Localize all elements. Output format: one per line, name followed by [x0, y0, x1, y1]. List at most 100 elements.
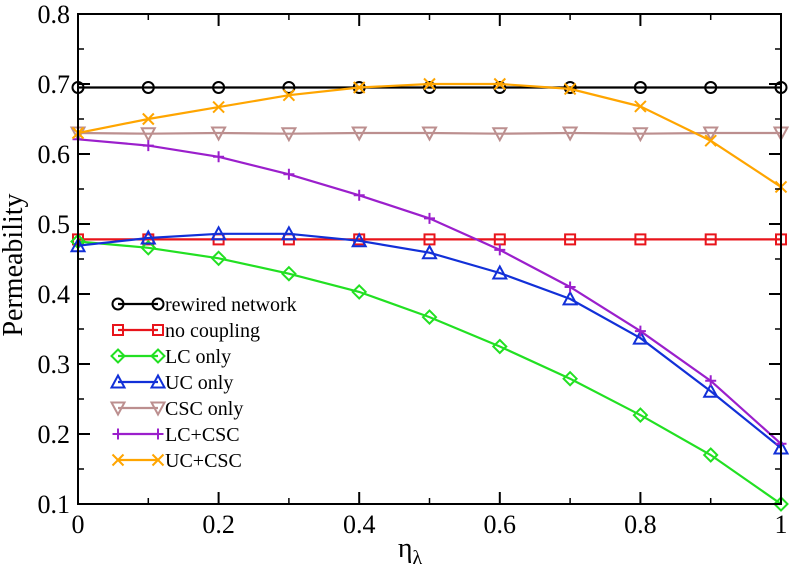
axes: 0 0.2 0.4 0.6 0.8 1 0.1 0.2 0.3 0.4 0.5 0.6 0.7 0.8	[38, 0, 788, 539]
series-layer	[69, 77, 789, 512]
data-point	[563, 82, 577, 96]
legend-item: rewired network	[111, 294, 297, 316]
data-point	[421, 309, 438, 326]
series-lc-only	[70, 233, 789, 512]
data-point	[421, 244, 438, 260]
data-point	[280, 265, 297, 282]
data-point	[493, 81, 507, 94]
data-point	[704, 233, 717, 246]
legend-marker	[112, 324, 124, 336]
data-point	[494, 244, 506, 256]
legend-label: UC+CSC	[165, 450, 242, 472]
data-point	[702, 447, 719, 463]
series-line	[77, 240, 782, 505]
data-point	[280, 127, 298, 143]
x-tick-label: 0.2	[202, 510, 235, 539]
data-point	[634, 325, 646, 337]
data-point	[213, 151, 225, 163]
y-axis-label: Permeability	[0, 193, 29, 336]
data-point	[421, 126, 438, 142]
data-point	[140, 239, 157, 256]
legend-item: LC only	[110, 346, 231, 368]
series-csc-only	[69, 126, 789, 143]
legend-item: UC+CSC	[111, 450, 242, 472]
series-line	[77, 232, 782, 449]
legend-marker	[109, 373, 127, 389]
data-point	[351, 126, 368, 142]
legend-label: no coupling	[165, 320, 260, 342]
data-point	[634, 233, 647, 246]
series-line	[77, 82, 782, 188]
data-point	[210, 126, 227, 142]
data-point	[491, 338, 508, 355]
data-point	[562, 370, 579, 387]
series-uc-csc	[71, 77, 788, 194]
legend-marker	[150, 348, 166, 364]
data-point	[424, 212, 435, 224]
data-point	[561, 126, 579, 142]
data-point	[142, 112, 155, 126]
y-tick-label: 0.2	[38, 420, 71, 449]
legend-marker	[112, 428, 124, 440]
data-point	[423, 77, 436, 91]
data-point	[423, 81, 436, 94]
data-point	[633, 81, 647, 94]
data-point	[282, 88, 296, 102]
data-point	[353, 189, 365, 201]
data-point	[210, 250, 227, 267]
data-point	[351, 232, 368, 248]
data-point	[140, 127, 157, 143]
x-tick-label: 1	[775, 510, 788, 539]
series-line	[77, 131, 781, 135]
legend-marker	[151, 453, 165, 467]
data-point	[634, 100, 647, 113]
x-tick-label: 0	[72, 510, 85, 539]
x-axis-label-main: η	[398, 533, 413, 564]
data-point	[773, 496, 789, 512]
data-point	[142, 140, 154, 152]
x-tick-label: 0.8	[624, 510, 657, 539]
legend-label: LC+CSC	[165, 424, 240, 446]
legend-label: rewired network	[165, 294, 297, 316]
data-point	[702, 382, 719, 398]
data-point	[141, 81, 155, 94]
data-point	[282, 81, 296, 94]
data-point	[210, 225, 227, 241]
data-point	[702, 126, 719, 142]
data-point	[352, 81, 366, 94]
data-point	[564, 233, 577, 246]
legend-label: CSC only	[165, 398, 243, 420]
legend-item: CSC only	[109, 398, 243, 420]
data-point	[561, 290, 579, 306]
legend-label: UC only	[165, 372, 233, 394]
data-point	[704, 81, 718, 94]
y-tick-label: 0.3	[38, 350, 71, 379]
data-point	[632, 127, 649, 143]
y-tick-label: 0.1	[38, 490, 71, 519]
x-tick-label: 0.4	[343, 510, 376, 539]
data-point	[491, 127, 508, 143]
data-point	[564, 281, 576, 293]
data-point	[491, 264, 508, 280]
y-tick-label: 0.8	[38, 0, 71, 29]
data-point	[212, 81, 226, 94]
legend-marker	[152, 324, 164, 336]
data-point	[212, 100, 225, 114]
data-point	[704, 134, 717, 147]
data-point	[140, 229, 157, 245]
legend-marker	[111, 297, 125, 311]
legend-item: UC only	[109, 372, 233, 394]
data-point	[632, 407, 649, 424]
legend-marker	[149, 373, 167, 389]
x-axis-label: ηλ	[398, 533, 423, 567]
legend-marker	[149, 401, 167, 417]
legend-marker	[110, 348, 126, 364]
data-point	[493, 77, 507, 91]
series-rewired-network	[71, 81, 788, 94]
data-point	[283, 168, 295, 180]
legend-item: no coupling	[112, 320, 260, 342]
y-tick-label: 0.5	[38, 210, 71, 239]
data-point	[280, 225, 298, 241]
legend-marker	[109, 401, 127, 417]
y-tick-label: 0.7	[38, 70, 71, 99]
